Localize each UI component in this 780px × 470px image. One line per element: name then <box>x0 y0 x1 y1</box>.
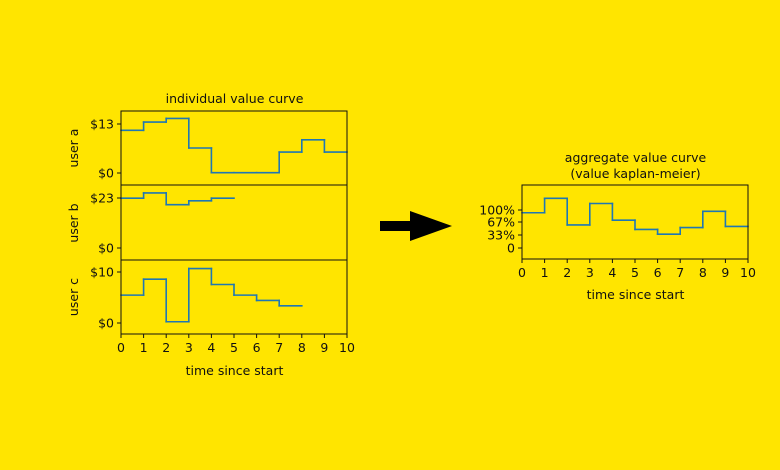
x-tick-label-3: 3 <box>586 265 594 280</box>
individual-x-axis-label: time since start <box>186 363 284 378</box>
x-tick-label-0: 0 <box>117 340 125 355</box>
user-a-yticks: $13 $0 <box>90 117 121 181</box>
x-tick-label-10: 10 <box>740 265 756 280</box>
user-a-marks <box>120 117 348 174</box>
arrow-head <box>410 211 452 241</box>
arrow-right-icon <box>380 211 452 241</box>
x-tick-label-1: 1 <box>541 265 549 280</box>
x-tick-label-4: 4 <box>608 265 616 280</box>
user-c-yticks: $10 $0 <box>90 265 121 331</box>
user-b-axis-label: user b <box>66 203 81 242</box>
x-tick-label-8: 8 <box>699 265 707 280</box>
aggregate-chart-title: aggregate value curve <box>565 150 707 165</box>
individual-x-axis-ticks: 0 1 2 3 4 5 6 7 8 9 10 <box>117 334 355 355</box>
aggregate-x-axis-label: time since start <box>587 287 685 302</box>
panel-user-a: user a $13 $0 <box>66 110 348 186</box>
user-b-yticks: $23 $0 <box>90 191 121 256</box>
user-c-axis-label: user c <box>66 278 81 316</box>
user-a-axis-label: user a <box>66 129 81 168</box>
user-a-ytick-bottom: $0 <box>98 166 114 181</box>
x-tick-label-0: 0 <box>518 265 526 280</box>
user-a-ytick-top: $13 <box>90 117 114 132</box>
user-b-ytick-top: $23 <box>90 191 114 206</box>
x-tick-label-7: 7 <box>676 265 684 280</box>
user-c-marks <box>120 267 303 323</box>
x-tick-label-8: 8 <box>298 340 306 355</box>
x-tick-label-5: 5 <box>230 340 238 355</box>
x-tick-label-2: 2 <box>563 265 571 280</box>
aggregate-marks <box>521 197 749 236</box>
aggregate-x-axis-ticks: 0 1 2 3 4 5 6 7 8 9 10 <box>518 259 756 280</box>
x-tick-label-5: 5 <box>631 265 639 280</box>
x-tick-label-1: 1 <box>140 340 148 355</box>
aggregate-ytick-33: 33% <box>487 228 515 243</box>
x-tick-label-9: 9 <box>721 265 729 280</box>
aggregate-yticks: 100% 67% 33% 0 <box>479 203 522 256</box>
x-tick-label-6: 6 <box>253 340 261 355</box>
user-b-marks <box>120 192 235 206</box>
panel-user-c: user c $10 $0 <box>66 259 348 335</box>
x-tick-label-3: 3 <box>185 340 193 355</box>
user-c-ytick-bottom: $0 <box>98 316 114 331</box>
aggregate-chart: aggregate value curve (value kaplan-meie… <box>479 150 756 302</box>
individual-chart: individual value curve user a $13 $0 use… <box>66 91 355 378</box>
individual-chart-title: individual value curve <box>166 91 304 106</box>
panel-user-b-frame <box>120 184 348 261</box>
x-tick-label-2: 2 <box>162 340 170 355</box>
x-tick-label-7: 7 <box>275 340 283 355</box>
x-tick-label-4: 4 <box>207 340 215 355</box>
panel-user-c-frame <box>120 259 348 335</box>
x-tick-label-6: 6 <box>654 265 662 280</box>
user-b-ytick-bottom: $0 <box>98 241 114 256</box>
aggregate-ytick-0: 0 <box>507 241 515 256</box>
x-tick-label-10: 10 <box>339 340 355 355</box>
aggregate-chart-subtitle: (value kaplan-meier) <box>570 166 700 181</box>
aggregate-ytick-100: 100% <box>479 203 515 218</box>
x-tick-label-9: 9 <box>320 340 328 355</box>
user-c-ytick-top: $10 <box>90 265 114 280</box>
aggregate-ytick-67: 67% <box>487 215 515 230</box>
arrow-shaft <box>380 221 414 231</box>
panel-user-b: user b $23 $0 <box>66 184 348 261</box>
